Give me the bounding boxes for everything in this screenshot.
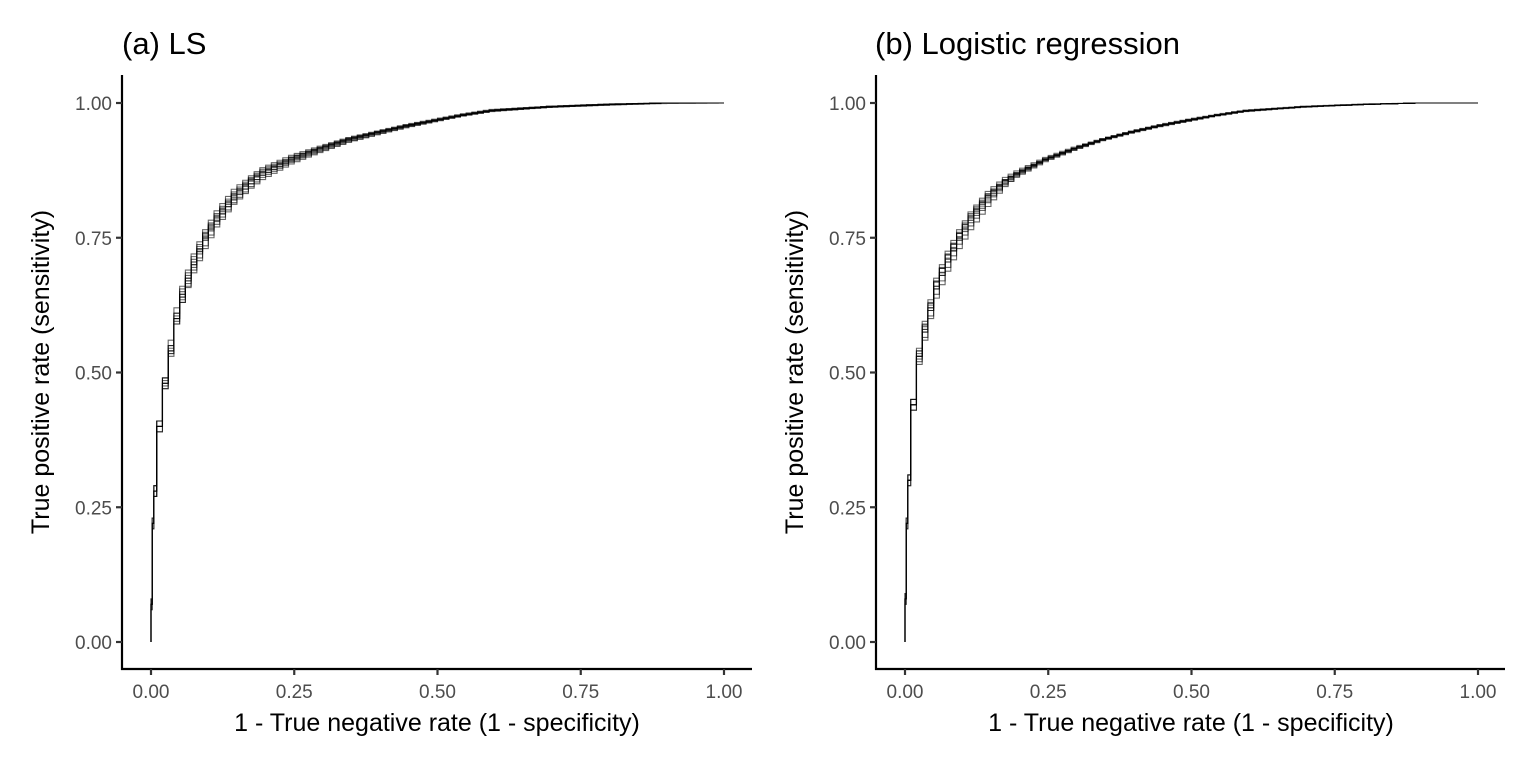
panel-a-roc-curve-1 bbox=[150, 102, 724, 642]
panel-b-y-tick-label: 0.75 bbox=[829, 229, 866, 250]
panel-b-roc-curve-2 bbox=[904, 102, 1478, 642]
panel-b-y-tick-label: 0.25 bbox=[829, 498, 866, 519]
panel-b-roc-curve-10 bbox=[904, 102, 1478, 642]
panel-b-y-tick-label: 1.00 bbox=[829, 94, 866, 115]
panel-a-roc-curve-10 bbox=[150, 102, 724, 642]
panel-a-y-tick-label: 0.25 bbox=[75, 498, 112, 519]
panel-a-roc-curve-5 bbox=[150, 102, 724, 642]
panel-b: (b) Logistic regression 0.00 0.25 0.50 0.75… bbox=[781, 26, 1505, 737]
panel-b-y-tick-label: 0.00 bbox=[829, 633, 866, 654]
panel-a-roc-curve-4 bbox=[150, 102, 724, 642]
panel-a: (a) LS 0.00 0.25 0.50 0.75 1.00 0.00 0.25 0.50… bbox=[27, 26, 752, 737]
panel-a-roc-curve-2 bbox=[150, 102, 724, 642]
panel-b-x-tick-label: 0.75 bbox=[1316, 682, 1353, 703]
panel-b-x-tick-label: 0.00 bbox=[887, 682, 924, 703]
panel-a-x-axis-title: 1 - True negative rate (1 - specificity) bbox=[234, 709, 640, 737]
panel-b-x-axis-title: 1 - True negative rate (1 - specificity) bbox=[988, 709, 1394, 737]
panel-b-y-axis-title: True positive rate (sensitivity) bbox=[781, 210, 809, 534]
panel-a-x-tick-label: 0.25 bbox=[276, 682, 313, 703]
panel-a-roc-curve-3 bbox=[150, 102, 724, 642]
panel-a-roc-curve-9 bbox=[150, 102, 724, 642]
panel-b-roc-curve-5 bbox=[904, 102, 1478, 642]
panel-a-x-tick-label: 0.75 bbox=[562, 682, 599, 703]
panel-b-roc-curve-6 bbox=[904, 102, 1478, 642]
panel-a-x-tick-label: 0.50 bbox=[419, 682, 456, 703]
panel-b-plot-area bbox=[904, 102, 1478, 642]
panel-b-y-tick-label: 0.50 bbox=[829, 364, 866, 385]
panel-b-x-tick-label: 1.00 bbox=[1460, 682, 1497, 703]
panel-a-x-tick-label: 1.00 bbox=[706, 682, 743, 703]
panel-a-y-ticks: 0.00 0.25 0.50 0.75 1.00 bbox=[75, 94, 122, 654]
panel-a-roc-curve-8 bbox=[150, 102, 724, 642]
panel-b-roc-curve-4 bbox=[904, 102, 1478, 642]
panel-b-x-tick-label: 0.50 bbox=[1173, 682, 1210, 703]
panel-a-y-tick-label: 0.75 bbox=[75, 229, 112, 250]
panel-a-y-tick-label: 0.50 bbox=[75, 364, 112, 385]
panel-a-plot-area bbox=[150, 102, 724, 642]
panel-b-x-ticks: 0.00 0.25 0.50 0.75 1.00 bbox=[887, 669, 1497, 703]
panel-b-roc-curve-3 bbox=[904, 102, 1478, 642]
panel-a-title: (a) LS bbox=[122, 26, 206, 61]
panel-b-roc-curve-9 bbox=[904, 102, 1478, 642]
panel-a-roc-curve-7 bbox=[150, 102, 724, 642]
panel-a-y-axis-title: True positive rate (sensitivity) bbox=[27, 210, 55, 534]
panel-a-x-ticks: 0.00 0.25 0.50 0.75 1.00 bbox=[133, 669, 743, 703]
panel-b-roc-curve-7 bbox=[904, 102, 1478, 642]
panel-a-roc-curve-6 bbox=[150, 102, 724, 642]
panel-a-y-tick-label: 0.00 bbox=[75, 633, 112, 654]
panel-b-x-tick-label: 0.25 bbox=[1030, 682, 1067, 703]
panel-b-roc-curve-8 bbox=[904, 102, 1478, 642]
panel-a-x-tick-label: 0.00 bbox=[133, 682, 170, 703]
panel-a-y-tick-label: 1.00 bbox=[75, 94, 112, 115]
panel-b-roc-curve-1 bbox=[904, 102, 1478, 642]
panel-b-y-ticks: 0.00 0.25 0.50 0.75 1.00 bbox=[829, 94, 876, 654]
panel-b-title: (b) Logistic regression bbox=[875, 26, 1180, 61]
